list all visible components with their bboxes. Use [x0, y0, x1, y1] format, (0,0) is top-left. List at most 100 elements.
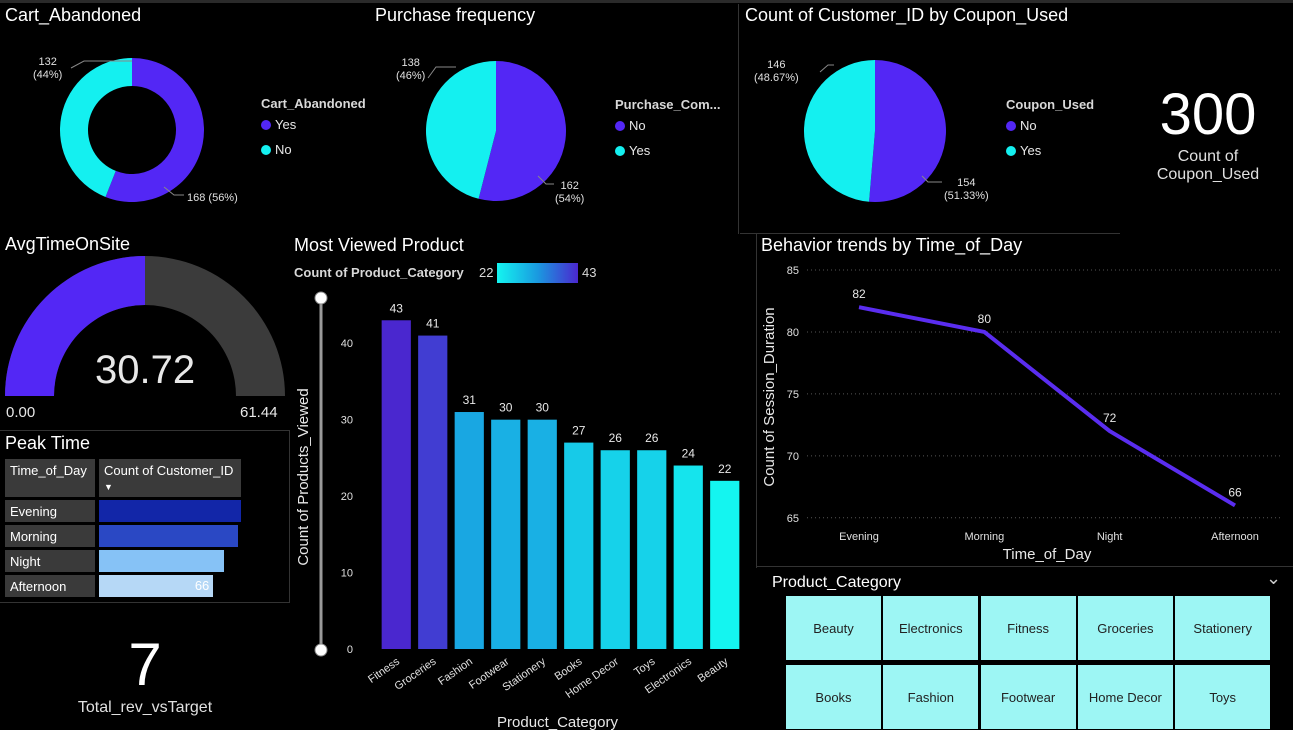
slicer-item-groceries[interactable]: Groceries	[1077, 596, 1173, 660]
bar-home-decor[interactable]	[600, 450, 630, 649]
bar-groceries[interactable]	[418, 335, 448, 649]
y-tick-label: 80	[787, 327, 799, 339]
table-row[interactable]: Afternoon 66	[5, 575, 241, 597]
slicer-item-footwear[interactable]: Footwear	[980, 665, 1076, 729]
row-data-bar: 66	[99, 575, 214, 597]
y-tick-label: 70	[787, 451, 799, 463]
slicer-item-electronics[interactable]: Electronics	[883, 596, 979, 660]
row-count-cell	[95, 525, 241, 547]
row-count-cell: 66	[95, 575, 241, 597]
line-panel-divider	[756, 233, 757, 568]
peak-panel-border	[0, 602, 290, 603]
coupon-label-yes: 146 (48.67%)	[754, 59, 799, 84]
bar-beauty[interactable]	[710, 480, 740, 649]
coupon-legend-no[interactable]: No	[1006, 118, 1037, 133]
purchase-frequency-title: Purchase frequency	[375, 5, 536, 25]
x-tick-label: Night	[1097, 531, 1123, 543]
col-count-customer[interactable]: Count of Customer_ID ▼	[95, 459, 241, 497]
slicer-item-beauty[interactable]: Beauty	[786, 596, 881, 660]
cart-legend-no[interactable]: No	[261, 142, 292, 157]
y-axis-title: Count of Products_Viewed	[295, 388, 312, 565]
point-data-label: 72	[1103, 411, 1117, 425]
cart-label-no: 132 (44%)	[33, 56, 63, 81]
table-row[interactable]: Evening	[5, 500, 241, 522]
slice-yes[interactable]	[105, 58, 204, 202]
slicer-item-fashion[interactable]: Fashion	[883, 665, 979, 729]
bar-data-label: 43	[390, 301, 404, 315]
coupon-legend-yes[interactable]: Yes	[1006, 143, 1041, 158]
slice-no[interactable]	[478, 61, 566, 201]
col-time-of-day[interactable]: Time_of_Day	[5, 459, 95, 497]
coupon-leader-lines	[819, 64, 942, 183]
purchase-legend-no[interactable]: No	[615, 118, 646, 133]
cyan-dot-icon	[615, 145, 625, 156]
purple-dot-icon	[1006, 120, 1016, 131]
bar-data-label: 30	[499, 401, 513, 415]
peak-time-title: Peak Time	[5, 433, 91, 453]
bar-data-label: 30	[536, 401, 550, 415]
zoom-slider-handle-bottom[interactable]	[314, 643, 328, 657]
bar-electronics[interactable]	[673, 465, 703, 649]
slicer-item-fitness[interactable]: Fitness	[980, 596, 1076, 660]
purchase-label-yes: 138 (46%)	[396, 57, 426, 82]
cart-abandoned-title: Cart_Abandoned	[5, 5, 142, 25]
purchase-legend-yes[interactable]: Yes	[615, 143, 650, 158]
most-viewed-bar-chart: Count of Products_Viewed01020304043Fitne…	[295, 291, 740, 730]
coupon-count-kpi-label: Count of Coupon_Used	[1156, 148, 1260, 183]
coupon-title: Count of Customer_ID by Coupon_Used	[745, 5, 1069, 25]
cart-abandoned-donut[interactable]	[60, 58, 204, 202]
coupon-legend-title: Coupon_Used	[1006, 97, 1095, 112]
row-data-bar	[99, 525, 238, 547]
bar-toys[interactable]	[637, 450, 667, 649]
bar-books[interactable]	[564, 442, 594, 649]
bar-data-label: 26	[645, 431, 659, 445]
bar-stationery[interactable]	[527, 419, 557, 649]
y-tick-label: 75	[787, 389, 799, 401]
coupon-pie[interactable]	[804, 60, 946, 202]
total-rev-kpi-value: 7	[128, 631, 162, 698]
x-tick-label: Evening	[839, 531, 879, 543]
table-row[interactable]: Night	[5, 550, 241, 572]
row-time-of-day: Night	[5, 550, 95, 572]
series-line[interactable]	[858, 305, 1237, 508]
purchase-frequency-pie[interactable]	[426, 61, 566, 201]
slicer-item-home-decor[interactable]: Home Decor	[1077, 665, 1173, 729]
gauge-max: 61.44	[240, 404, 278, 421]
cart-legend-yes[interactable]: Yes	[261, 117, 296, 132]
gauge-fill	[5, 256, 145, 396]
coupon-count-kpi-value: 300	[1159, 82, 1257, 147]
cyan-dot-icon	[261, 144, 271, 155]
bar-data-label: 22	[718, 462, 732, 476]
zoom-slider-handle-top[interactable]	[314, 291, 328, 305]
bar-data-label: 24	[682, 447, 696, 461]
slice-no[interactable]	[60, 58, 132, 197]
chevron-down-icon[interactable]: ⌄	[1266, 568, 1282, 588]
slice-no[interactable]	[869, 60, 946, 202]
point-data-label: 66	[1228, 485, 1242, 499]
sort-desc-icon[interactable]: ▼	[104, 482, 113, 492]
bar-legend-max: 43	[582, 265, 597, 280]
slice-yes[interactable]	[426, 61, 496, 199]
avg-time-gauge[interactable]	[0, 255, 290, 400]
gauge-min: 0.00	[6, 404, 36, 421]
y-tick-label: 65	[787, 513, 799, 525]
slicer-item-stationery[interactable]: Stationery	[1175, 596, 1271, 660]
behavior-trends-line-chart: 65 70 75 80 85 82 Evening 80 Morning 72 Night 66 Aft…	[761, 265, 1282, 563]
bar-fashion[interactable]	[454, 412, 484, 649]
gauge-value: 30.72	[95, 348, 196, 392]
slice-yes[interactable]	[804, 60, 875, 202]
bar-fitness[interactable]	[381, 320, 411, 649]
point-data-label: 80	[978, 312, 992, 326]
table-row[interactable]: Morning	[5, 525, 241, 547]
purchase-leader-lines	[427, 66, 554, 185]
coupon-label-no: 154 (51.33%)	[944, 177, 989, 202]
y-tick-label: 85	[787, 265, 799, 277]
slicer-item-toys[interactable]: Toys	[1175, 665, 1271, 729]
y-tick-label: 40	[341, 338, 353, 350]
bar-legend-min: 22	[479, 265, 494, 280]
purple-dot-icon	[261, 119, 271, 130]
bar-footwear[interactable]	[491, 419, 521, 649]
peak-panel-border-right	[289, 430, 290, 603]
slicer-item-books[interactable]: Books	[786, 665, 881, 729]
bar-legend-gradient	[497, 263, 578, 283]
